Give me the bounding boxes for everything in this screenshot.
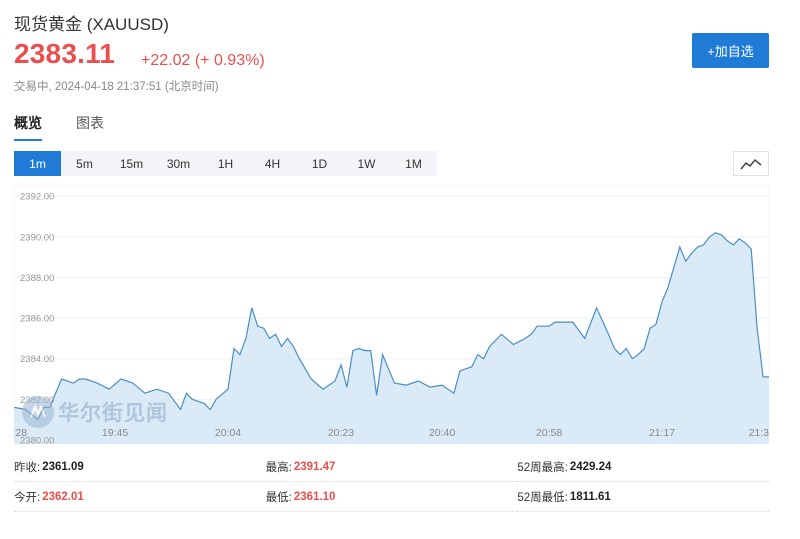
stat-label: 昨收: [14, 461, 41, 474]
price-change: +22.02 (+ 0.93%) [141, 52, 265, 69]
stat-high: 最高: 2391.47 [265, 452, 518, 482]
price-line [14, 232, 769, 421]
period-1w[interactable]: 1W [357, 156, 376, 171]
watermark: 华尔街见闻 [22, 396, 168, 428]
x-tick-label: 21:17 [649, 427, 675, 439]
stat-value: 2429.24 [569, 460, 612, 473]
period-1h[interactable]: 1H [217, 156, 234, 171]
period-1d[interactable]: 1D [311, 156, 328, 171]
stat-value: 2391.47 [293, 460, 336, 473]
trading-status: 交易中, 2024-04-18 21:37:51 (北京时间) [14, 81, 219, 93]
wallstreetcn-logo-icon [22, 396, 54, 428]
y-tick-label: 2390.00 [20, 232, 54, 243]
stat-open: 今开: 2362.01 [14, 482, 266, 512]
stats-row: 昨收: 2361.09 最高: 2391.47 52周最高: 2429.24 [14, 452, 770, 482]
stat-value: 1811.61 [569, 490, 611, 503]
period-1m[interactable]: 1m [14, 151, 61, 176]
stat-value: 2361.10 [293, 490, 336, 503]
period-1mo[interactable]: 1M [405, 156, 422, 171]
period-30m[interactable]: 30m [166, 156, 191, 171]
x-tick-label: 20:58 [536, 427, 562, 439]
x-tick-label: 20:04 [215, 427, 241, 439]
x-tick-label: 20:40 [429, 427, 455, 439]
view-tabs: 概览 图表 [14, 113, 138, 141]
y-tick-label: 2380.00 [20, 435, 54, 444]
chart-type-button[interactable] [733, 151, 769, 176]
stat-value: 2361.09 [42, 460, 84, 473]
add-to-watchlist-button[interactable]: +加自选 [692, 33, 769, 68]
stat-label: 最高: [265, 461, 292, 474]
period-4h[interactable]: 4H [264, 156, 281, 171]
y-tick-label: 2386.00 [20, 314, 54, 325]
x-tick-label: 19:45 [102, 427, 128, 439]
stat-prev-close: 昨收: 2361.09 [14, 452, 266, 482]
period-selector: 1m 5m 15m 30m 1H 4H 1D 1W 1M [14, 151, 437, 176]
line-chart-icon [740, 158, 762, 169]
stat-52w-low: 52周最低: 1811.61 [517, 482, 770, 512]
instrument-title: 现货黄金 (XAUUSD) [14, 15, 169, 34]
stat-label: 52周最高: [517, 461, 568, 474]
stat-label: 最低: [265, 491, 292, 504]
tab-chart[interactable]: 图表 [76, 115, 104, 131]
stat-52w-high: 52周最高: 2429.24 [517, 452, 770, 482]
stat-label: 52周最低: [517, 491, 568, 504]
tab-overview[interactable]: 概览 [14, 113, 42, 141]
stat-low: 最低: 2361.10 [265, 482, 518, 512]
x-tick-label: 19:28 [14, 427, 27, 439]
stats-row: 今开: 2362.01 最低: 2361.10 52周最低: 1811.61 [14, 482, 770, 512]
stats-panel: 昨收: 2361.09 最高: 2391.47 52周最高: 2429.24 今… [14, 452, 770, 512]
price-area [14, 232, 769, 444]
y-tick-label: 2384.00 [20, 354, 54, 365]
period-5m[interactable]: 5m [76, 156, 93, 171]
stat-label: 今开: [14, 491, 41, 504]
watermark-text: 华尔街见闻 [58, 400, 168, 425]
y-tick-label: 2388.00 [20, 273, 54, 284]
x-tick-label: 20:23 [328, 427, 354, 439]
stat-value: 2362.01 [42, 490, 84, 503]
y-tick-label: 2392.00 [20, 192, 54, 203]
price-chart-svg: 2392.002390.002388.002386.002384.002382.… [14, 184, 769, 444]
x-tick-label: 21:3 [749, 427, 769, 439]
current-price: 2383.11 [14, 38, 116, 69]
period-15m[interactable]: 15m [119, 156, 144, 171]
price-chart[interactable]: 2392.002390.002388.002386.002384.002382.… [14, 184, 769, 444]
